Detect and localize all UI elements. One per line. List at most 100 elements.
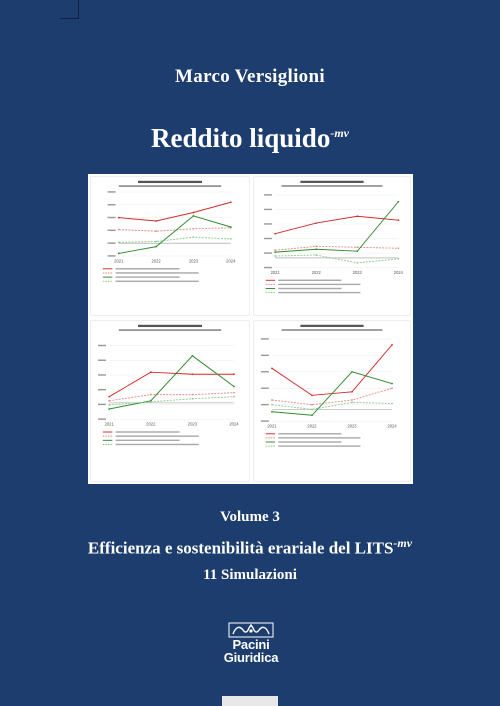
chart-ytick-mark <box>98 418 106 420</box>
chart-point <box>271 403 273 406</box>
chart-heading-bar <box>138 324 202 328</box>
chart-point <box>391 387 393 390</box>
chart-xtick-label: 2024 <box>394 270 404 275</box>
author-name: Marco Versiglioni <box>175 66 325 87</box>
chart-point <box>274 249 276 252</box>
chart-point <box>311 408 313 411</box>
book-title: Reddito liquido-mv <box>0 123 500 154</box>
chart-series-line <box>275 245 399 251</box>
chart-point <box>229 238 232 240</box>
chart-ytick-mark <box>264 208 272 211</box>
chart-ytick-mark <box>260 387 269 389</box>
chart-xtick-label: 2023 <box>353 270 363 275</box>
book-title-text: Reddito liquido <box>151 123 331 153</box>
chart-ytick-mark <box>264 194 272 196</box>
chart-xtick-label: 2023 <box>188 422 198 427</box>
chart-legend-text-bar <box>278 433 342 435</box>
chart-xtick-label: 2022 <box>152 258 162 263</box>
chart-heading-bar <box>300 180 364 183</box>
chart-point <box>233 373 235 376</box>
chart-legend-text-bar <box>115 431 180 433</box>
chart-point <box>315 222 318 224</box>
chart-point <box>315 254 318 256</box>
chart-ytick-mark <box>264 237 272 240</box>
chart-svg-0: 2021 2022 2023 2024 <box>90 176 250 316</box>
chart-ytick-mark <box>98 403 106 406</box>
chart-point <box>149 400 152 403</box>
chart-top-left: 2021 2022 2023 2024 <box>90 176 250 316</box>
chart-point <box>233 395 235 398</box>
chart-point <box>192 211 195 214</box>
chart-series-line <box>118 215 231 254</box>
chart-point <box>117 228 120 231</box>
chart-xtick-label: 2023 <box>189 258 199 263</box>
chart-series-line <box>118 236 231 243</box>
cover-charts-panel: 2021 2022 2023 2024 2021 2022 2023 2024 2021 20… <box>88 174 413 484</box>
chart-ytick-mark <box>260 403 269 406</box>
chart-point <box>155 240 158 243</box>
chart-point <box>274 232 276 235</box>
chart-point <box>108 399 111 402</box>
chart-point <box>155 245 158 248</box>
chart-subheading-bar <box>118 329 222 331</box>
chart-ytick-mark <box>107 255 116 257</box>
publisher-name-line1: Pacini <box>232 637 270 652</box>
chart-point <box>117 241 120 244</box>
chart-xtick-label: 2023 <box>347 423 357 428</box>
chart-xtick-label: 2021 <box>271 270 281 275</box>
publisher-emblem-icon <box>228 622 274 638</box>
chart-legend-text-bar <box>115 280 199 282</box>
chart-legend-text-bar <box>115 268 180 270</box>
chart-point <box>271 399 273 401</box>
chart-legend-text-bar <box>278 279 342 281</box>
chart-point <box>274 251 276 254</box>
chart-legend-text-bar <box>115 443 199 446</box>
chart-legend-text-bar <box>115 435 199 437</box>
chart-series-line <box>275 215 399 235</box>
chart-point <box>191 393 194 396</box>
simulations-count: 11 Simulazioni <box>203 567 297 583</box>
book-title-superscript: -mv <box>330 126 349 140</box>
chart-legend-text-bar <box>278 441 342 443</box>
chart-legend-text-bar <box>278 291 361 294</box>
chart-point <box>351 370 353 373</box>
chart-frame <box>90 320 250 482</box>
chart-xtick-label: 2021 <box>267 423 277 428</box>
chart-point <box>192 236 195 239</box>
chart-ytick-mark <box>264 266 272 269</box>
chart-xtick-label: 2024 <box>226 258 236 263</box>
chart-series-line <box>118 201 231 222</box>
chart-subheading-bar <box>281 185 383 187</box>
chart-frame <box>90 176 250 316</box>
chart-series-line <box>118 227 231 232</box>
chart-point <box>117 252 120 255</box>
bottom-strip <box>222 696 278 706</box>
chart-xtick-label: 2022 <box>307 423 317 428</box>
chart-heading-bar <box>138 180 202 184</box>
chart-xtick-label: 2021 <box>105 422 115 427</box>
chart-point <box>108 395 111 398</box>
chart-point <box>192 227 195 230</box>
book-subtitle: Efficienza e sostenibilità erariale del … <box>0 536 500 559</box>
chart-point <box>397 219 400 222</box>
chart-point <box>356 261 359 264</box>
book-subtitle-text: Efficienza e sostenibilità erariale del … <box>87 538 394 558</box>
chart-ytick-mark <box>264 252 272 254</box>
chart-legend-text-bar <box>115 276 180 278</box>
chart-point <box>108 408 111 410</box>
chart-subheading-bar <box>118 185 222 187</box>
chart-legend-text-bar <box>278 437 361 439</box>
chart-series-line <box>109 392 235 402</box>
chart-point <box>191 397 194 400</box>
chart-point <box>155 220 158 222</box>
chart-legend-text-bar <box>278 283 361 286</box>
chart-xtick-label: 2024 <box>387 423 397 428</box>
chart-ytick-mark <box>260 338 269 340</box>
chart-series-line <box>275 201 399 253</box>
chart-legend-text-bar <box>115 272 199 274</box>
chart-point <box>391 343 393 346</box>
chart-point <box>117 216 120 219</box>
chart-point <box>351 401 353 404</box>
chart-point <box>391 382 393 385</box>
